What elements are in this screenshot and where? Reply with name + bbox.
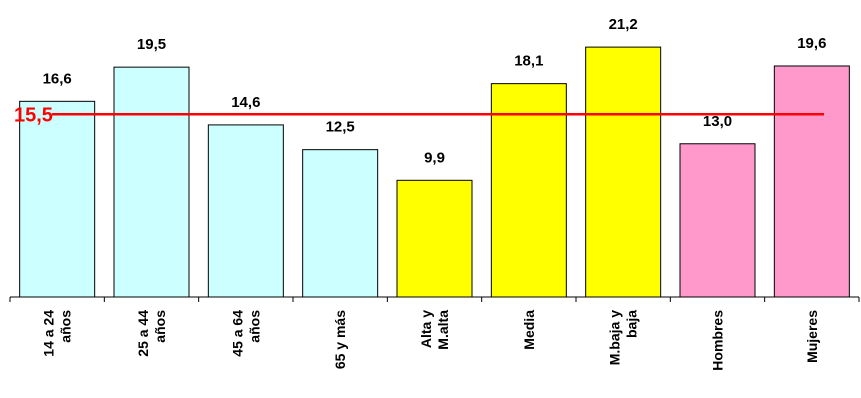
category-label: Media (521, 310, 537, 350)
category-label-line: Hombres (710, 310, 726, 371)
data-label: 18,1 (514, 53, 543, 70)
bar (585, 46, 662, 298)
reference-line-label: 15,5 (14, 104, 53, 126)
bar (19, 100, 96, 298)
category-label-line: baja (624, 310, 640, 338)
data-label: 16,6 (43, 70, 72, 87)
category-label-line: M.baja y (607, 310, 623, 365)
data-label: 14,6 (231, 94, 260, 111)
category-label: 25 a 44 años (135, 310, 168, 357)
category-label: 65 y más (332, 310, 348, 369)
data-label: 13,0 (703, 113, 732, 130)
bars-group (19, 46, 850, 298)
category-label: Mujeres (804, 310, 820, 363)
category-label-line: años (152, 310, 168, 343)
bar (113, 66, 190, 298)
category-label-line: M.alta (435, 310, 451, 350)
data-label: 21,2 (609, 16, 638, 33)
category-label-line: años (246, 310, 262, 343)
category-label: Hombres (710, 310, 726, 371)
category-label: Alta y M.alta (418, 310, 451, 350)
data-label: 9,9 (424, 149, 445, 166)
category-label-line: 25 a 44 (135, 310, 151, 357)
category-label-line: Mujeres (804, 310, 820, 363)
category-label: 14 a 24 años (41, 310, 74, 357)
bar (773, 65, 850, 298)
category-label-line: 65 y más (332, 310, 348, 369)
category-label-line: Media (521, 310, 537, 350)
bar (490, 83, 567, 298)
bar (396, 179, 473, 298)
category-label-line: años (58, 310, 74, 343)
category-labels: 14 a 24 años 25 a 44 años 45 a 64 años 65 y má… (41, 310, 820, 371)
data-label: 19,5 (137, 36, 166, 53)
data-label: 19,6 (797, 35, 826, 52)
reference-line-group: 15,5 (14, 104, 824, 126)
category-label: 45 a 64 años (229, 310, 262, 357)
bar (302, 149, 379, 298)
data-label: 12,5 (326, 119, 355, 136)
bar (679, 143, 756, 298)
value-labels: 16,6 19,5 14,6 12,5 9,9 18,1 21,2 13,0 19,6 (43, 16, 827, 166)
x-axis (9, 296, 860, 302)
bar (207, 124, 284, 298)
category-label-line: Alta y (418, 310, 434, 348)
category-label-line: 14 a 24 (41, 310, 57, 357)
category-label-line: 45 a 64 (229, 310, 245, 357)
category-label: M.baja y baja (607, 310, 640, 365)
